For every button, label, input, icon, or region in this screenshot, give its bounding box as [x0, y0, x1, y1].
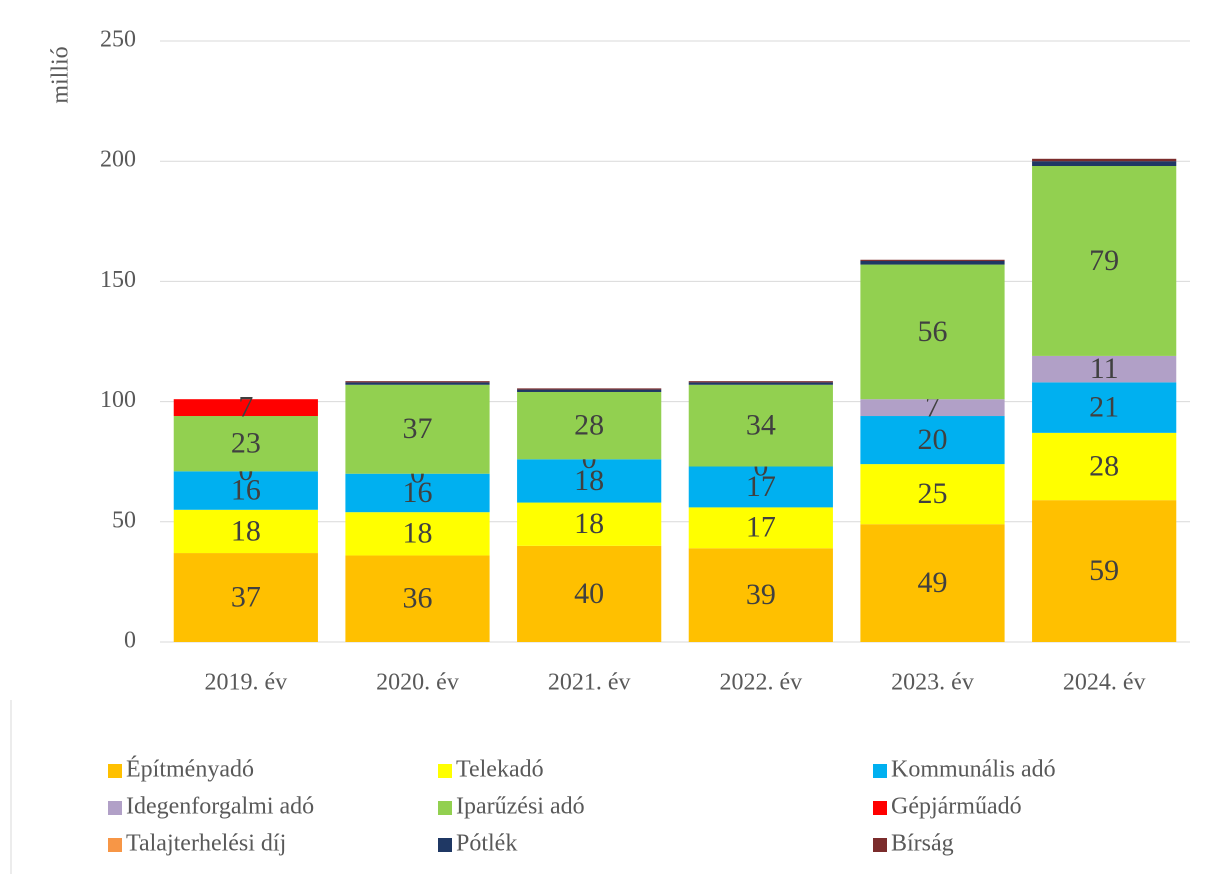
legend-label: Iparűzési adó — [456, 794, 585, 820]
bar-segment — [688, 466, 833, 508]
legend-swatch — [108, 764, 122, 778]
legend-label: Telekadó — [456, 757, 544, 783]
data-label: 16 — [403, 476, 433, 509]
bar-segment — [688, 548, 833, 642]
data-label: 37 — [231, 580, 261, 613]
bar-segment — [517, 388, 662, 390]
bar-segment — [173, 416, 318, 472]
bar-segment — [517, 502, 662, 546]
bar-segment — [345, 473, 490, 513]
legend-swatch — [438, 764, 452, 778]
legend-label: Talajterhelési díj — [126, 831, 286, 857]
bar-segment — [173, 553, 318, 642]
data-label: 11 — [1090, 352, 1119, 385]
data-label: 79 — [1089, 244, 1119, 277]
data-label: 18 — [231, 514, 261, 547]
data-label: 49 — [918, 566, 948, 599]
legend-swatch — [873, 801, 887, 815]
x-tick-label: 2020. év — [376, 670, 459, 696]
bar-segment — [688, 507, 833, 549]
bar-segment — [688, 382, 833, 385]
bar-segment — [1032, 382, 1177, 433]
data-label: 28 — [574, 409, 604, 442]
bar-segment — [345, 381, 490, 383]
y-tick-label: 200 — [100, 147, 136, 173]
legend-label: Bírság — [891, 831, 954, 857]
bar-segment — [860, 399, 1005, 417]
data-label: 7 — [238, 391, 253, 424]
data-label: 36 — [403, 582, 433, 615]
bar-segment — [1032, 161, 1177, 167]
data-label: 17 — [746, 511, 776, 544]
legend-label: Idegenforgalmi adó — [126, 794, 314, 820]
data-label: 18 — [574, 507, 604, 540]
y-tick-label: 250 — [100, 27, 136, 53]
data-label: 39 — [746, 578, 776, 611]
bar-segment — [517, 391, 662, 460]
x-tick-label: 2024. év — [1063, 670, 1146, 696]
legend-swatch — [438, 801, 452, 815]
bar-segment — [860, 260, 1005, 265]
y-tick-label: 50 — [112, 507, 136, 533]
bar-segment — [345, 384, 490, 474]
y-tick-label: 150 — [100, 267, 136, 293]
x-tick-label: 2019. év — [205, 670, 288, 696]
legend-swatch — [873, 764, 887, 778]
bar-segment — [517, 545, 662, 642]
x-tick-label: 2021. év — [548, 670, 631, 696]
data-label: 28 — [1089, 449, 1119, 482]
x-tick-label: 2023. év — [891, 670, 974, 696]
bar-segment — [345, 555, 490, 642]
bar-segment — [173, 509, 318, 554]
legend-swatch — [438, 838, 452, 852]
legend-swatch — [108, 801, 122, 815]
legend-label: Gépjárműadó — [891, 794, 1022, 820]
data-label: 40 — [574, 577, 604, 610]
bar-segment — [1032, 166, 1177, 356]
bar-segment — [860, 264, 1005, 400]
data-label: 23 — [231, 427, 261, 460]
legend-swatch — [873, 838, 887, 852]
data-label: 25 — [918, 477, 948, 510]
bar-segment — [517, 389, 662, 392]
legend-label: Építményadó — [126, 757, 254, 783]
bar-segment — [860, 464, 1005, 525]
y-tick-label: 100 — [100, 387, 136, 413]
legend-swatch — [108, 838, 122, 852]
bar-segment — [345, 382, 490, 385]
bar-segment — [173, 399, 318, 417]
data-label: 18 — [574, 464, 604, 497]
y-tick-label: 0 — [124, 628, 136, 654]
data-label: 56 — [918, 315, 948, 348]
data-label: 20 — [918, 423, 948, 456]
data-label: 34 — [746, 409, 776, 442]
legend-label: Pótlék — [456, 831, 517, 857]
y-axis-title: millió — [48, 46, 74, 103]
data-label: 59 — [1089, 554, 1119, 587]
bar-segment — [1032, 355, 1177, 383]
bar-segment — [517, 459, 662, 503]
data-label: 37 — [403, 412, 433, 445]
bar-segment — [688, 384, 833, 467]
bar-segment — [173, 471, 318, 510]
bar-segment — [860, 416, 1005, 465]
bar-segment — [345, 512, 490, 556]
data-label: 21 — [1089, 391, 1119, 424]
x-tick-label: 2022. év — [720, 670, 803, 696]
bar-segment — [1032, 158, 1177, 162]
data-label: 16 — [231, 473, 261, 506]
bar-segment — [1032, 500, 1177, 642]
bar-segment — [860, 259, 1005, 261]
data-label: 17 — [746, 470, 776, 503]
bar-segment — [688, 381, 833, 383]
data-label: 18 — [403, 517, 433, 550]
bar-segment — [1032, 432, 1177, 501]
legend-label: Kommunális adó — [891, 757, 1056, 783]
bar-segment — [860, 524, 1005, 642]
